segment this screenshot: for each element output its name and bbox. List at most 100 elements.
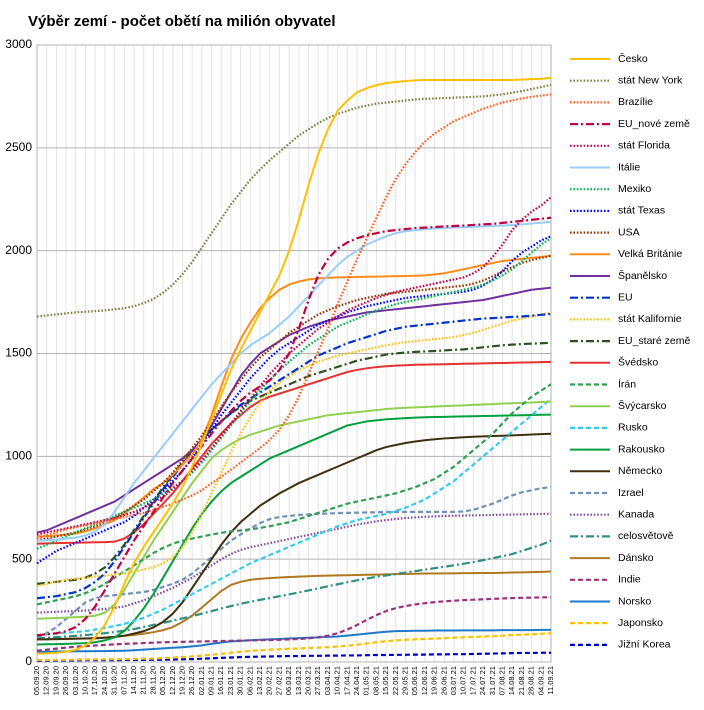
legend-label: Španělsko bbox=[618, 269, 667, 282]
series-line bbox=[36, 486, 552, 639]
x-tick-label: 24.04.21 bbox=[352, 666, 361, 695]
series-line bbox=[36, 341, 552, 585]
x-tick-label: 03.04.21 bbox=[323, 666, 332, 695]
series-line bbox=[36, 220, 552, 542]
x-tick-label: 03.10.20 bbox=[71, 666, 80, 695]
x-tick-label: 27.02.21 bbox=[274, 666, 283, 695]
x-tick-label: 26.12.20 bbox=[187, 666, 196, 695]
x-tick-label: 03.07.21 bbox=[449, 666, 458, 695]
y-tick-label: 500 bbox=[12, 551, 32, 565]
x-tick-label: 29.05.21 bbox=[401, 666, 410, 695]
series-line bbox=[36, 383, 552, 606]
series-line bbox=[36, 312, 552, 600]
x-tick-label: 21.08.21 bbox=[517, 666, 526, 695]
series-line bbox=[37, 651, 551, 662]
x-tick-label: 06.02.21 bbox=[245, 666, 254, 695]
series-line bbox=[36, 83, 552, 318]
x-tick-label: 05.12.20 bbox=[158, 666, 167, 695]
chart-title: Výběr zemí - počet obětí na milión obyva… bbox=[28, 13, 336, 30]
x-tick-label: 31.10.20 bbox=[110, 666, 119, 695]
x-tick-label: 06.03.21 bbox=[284, 666, 293, 695]
legend-label: stát Texas bbox=[618, 205, 665, 217]
x-tick-label: 24.10.20 bbox=[100, 666, 109, 695]
y-tick-label: 0 bbox=[25, 654, 32, 668]
legend-label: Rusko bbox=[618, 422, 648, 434]
series-line bbox=[36, 539, 552, 640]
x-tick-label: 12.09.20 bbox=[42, 666, 51, 695]
x-tick-label: 15.05.21 bbox=[381, 666, 390, 695]
x-tick-label: 10.04.21 bbox=[333, 666, 342, 695]
x-tick-label: 17.10.20 bbox=[90, 666, 99, 695]
legend-label: Dánsko bbox=[618, 552, 654, 564]
x-tick-label: 21.11.20 bbox=[139, 666, 148, 695]
y-tick-label: 3000 bbox=[5, 37, 32, 51]
legend-label: stát Florida bbox=[618, 140, 670, 152]
series-line bbox=[36, 196, 552, 536]
legend-label: Írán bbox=[618, 377, 636, 390]
x-tick-label: 19.09.20 bbox=[51, 666, 60, 695]
x-tick-label: 02.01.21 bbox=[197, 666, 206, 695]
series-line bbox=[36, 216, 552, 637]
series-line bbox=[36, 512, 552, 614]
legend-label: stát New York bbox=[618, 74, 683, 86]
series-line bbox=[36, 76, 552, 655]
series-line bbox=[36, 254, 552, 542]
legend-label: Japonsko bbox=[618, 617, 663, 629]
series-line bbox=[36, 93, 552, 540]
series-line bbox=[36, 397, 552, 637]
x-tick-label: 26.06.21 bbox=[439, 666, 448, 695]
series-line bbox=[37, 432, 552, 641]
x-tick-label: 08.05.21 bbox=[371, 666, 380, 695]
legend-label: Německo bbox=[618, 465, 663, 477]
series-line bbox=[36, 360, 552, 545]
x-tick-label: 10.10.20 bbox=[80, 666, 89, 695]
legend-label: USA bbox=[618, 226, 640, 238]
x-tick-label: 07.11.20 bbox=[119, 666, 128, 695]
y-tick-label: 2000 bbox=[5, 243, 32, 257]
legend-label: Mexiko bbox=[618, 183, 651, 195]
series-line bbox=[36, 286, 552, 534]
series-line bbox=[36, 400, 552, 620]
legend-label: Jižní Korea bbox=[618, 639, 671, 651]
x-tick-label: 30.01.21 bbox=[236, 666, 245, 695]
x-tick-label: 19.06.21 bbox=[430, 666, 439, 695]
legend-label: Izrael bbox=[618, 487, 644, 499]
x-tick-label: 05.09.20 bbox=[32, 666, 41, 695]
x-tick-label: 19.12.20 bbox=[177, 666, 186, 695]
x-tick-label: 13.02.21 bbox=[255, 666, 264, 695]
x-tick-label: 17.04.21 bbox=[342, 666, 351, 695]
x-tick-label: 23.01.21 bbox=[226, 666, 235, 695]
x-tick-label: 20.03.21 bbox=[304, 666, 313, 695]
legend-label: stát Kalifornie bbox=[618, 313, 682, 325]
x-tick-label: 17.07.21 bbox=[468, 666, 477, 695]
x-tick-label: 12.12.20 bbox=[168, 666, 177, 695]
legend-label: Indie bbox=[618, 574, 641, 586]
legend-label: celosvětově bbox=[618, 530, 674, 542]
x-tick-label: 12.06.21 bbox=[420, 666, 429, 695]
legend-label: Norsko bbox=[618, 595, 651, 607]
legend-label: Česko bbox=[618, 52, 648, 65]
x-tick-label: 28.08.21 bbox=[527, 666, 536, 695]
x-tick-label: 07.08.21 bbox=[497, 666, 506, 695]
legend-label: EU_staré země bbox=[618, 335, 691, 347]
legend-label: Švýcarsko bbox=[618, 399, 667, 412]
legend-label: Švédsko bbox=[618, 356, 658, 369]
plot-border bbox=[36, 44, 552, 663]
x-tick-label: 10.07.21 bbox=[459, 666, 468, 695]
x-tick-label: 14.11.20 bbox=[129, 666, 138, 695]
legend-label: EU bbox=[618, 291, 633, 303]
y-tick-label: 1000 bbox=[5, 449, 32, 463]
x-tick-label: 09.01.21 bbox=[207, 666, 216, 695]
x-tick-label: 22.05.21 bbox=[391, 666, 400, 695]
x-tick-label: 26.09.20 bbox=[61, 666, 70, 695]
series-line bbox=[37, 632, 552, 662]
series-line bbox=[36, 596, 552, 652]
x-tick-label: 04.09.21 bbox=[536, 666, 545, 695]
legend-label: Itálie bbox=[618, 161, 640, 173]
x-tick-label: 01.05.21 bbox=[362, 666, 371, 695]
x-tick-label: 16.01.21 bbox=[216, 666, 225, 695]
legend-label: Brazílie bbox=[618, 96, 653, 108]
x-tick-label: 14.08.21 bbox=[507, 666, 516, 695]
